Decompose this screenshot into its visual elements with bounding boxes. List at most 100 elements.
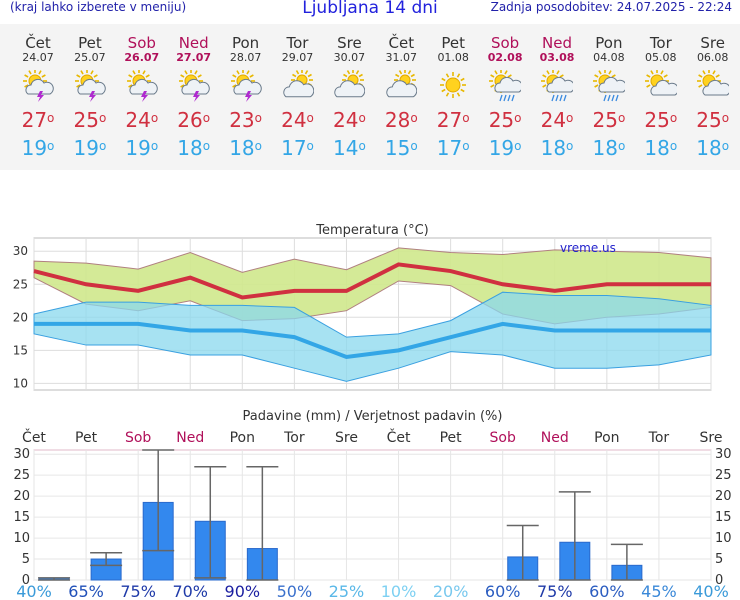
min-temperature: 19o (73, 136, 107, 160)
min-temperature: 18o (177, 136, 211, 160)
y-tick-label: 20 (13, 310, 28, 324)
day-name: Tor (649, 34, 672, 52)
last-updated: Zadnja posodobitev: 24.07.2025 - 22:24 (490, 0, 732, 14)
day-name: Ned (542, 34, 572, 52)
min-temperature: 18o (696, 136, 730, 160)
day-column: Sob 26.07 24o 19o (116, 24, 168, 160)
day-name: Pon (595, 34, 623, 52)
menu-hint: (kraj lahko izberete v meniju) (10, 0, 187, 14)
y-tick-label: 15 (13, 343, 28, 357)
precipitation-probability: 40% (693, 582, 729, 600)
temperature-chart: Temperatura (°C) 10 15 20 25 30 vreme.us (13, 223, 712, 391)
min-temperature-line (34, 321, 711, 360)
min-temperature: 18o (229, 136, 262, 160)
max-temperature: 28o (384, 108, 418, 132)
sun-cloud-rain-icon (489, 70, 522, 102)
x-tick-label: Tor (283, 430, 305, 446)
min-temperature: 14o (332, 136, 366, 160)
day-date: 28.07 (229, 51, 262, 64)
sun-cloud-icon (644, 70, 677, 96)
precipitation-chart-title: Padavine (mm) / Verjetnost padavin (%) (243, 409, 503, 424)
sun-icon (440, 72, 467, 98)
max-temperature-line (33, 262, 711, 300)
day-column: Čet 24.07 27o 19o (12, 24, 64, 160)
cloud-sun-icon (282, 70, 314, 98)
day-name: Tor (286, 34, 309, 52)
day-date: 04.08 (593, 51, 625, 64)
y-tick-label-left: 25 (13, 468, 30, 483)
max-temperature: 24o (125, 108, 159, 132)
x-tick-label: Pon (230, 430, 255, 446)
y-tick-label-left: 20 (13, 489, 30, 504)
y-tick-label-right: 20 (715, 489, 732, 504)
sun-cloud-thunder-icon (74, 70, 106, 102)
sun-cloud-thunder-icon (23, 70, 54, 102)
day-name: Pet (441, 34, 465, 52)
day-date: 05.08 (645, 51, 677, 64)
day-date: 02.08 (487, 51, 523, 64)
sun-cloud-thunder-icon (178, 70, 210, 102)
day-date: 29.07 (281, 51, 314, 64)
day-column: Pon 04.08 25o 18o (583, 24, 635, 160)
y-tick-label: 30 (13, 244, 28, 258)
cloud-sun-icon (386, 70, 418, 98)
x-tick-label: Sre (700, 430, 723, 446)
x-tick-label: Pet (440, 430, 463, 446)
x-tick-label: Sob (490, 430, 516, 446)
max-temperature: 24o (332, 108, 366, 132)
temperature-chart-title: Temperatura (°C) (315, 223, 428, 238)
forecast-strip: Čet 24.07 27o 19o Pet 25.07 25o 19o Sob 26.07 24o 1… (0, 24, 740, 170)
min-temperature: 18o (540, 136, 574, 160)
sun-cloud-icon (696, 70, 729, 96)
day-date: 25.07 (74, 51, 106, 64)
day-column: Ned 03.08 24o 18o (531, 24, 583, 160)
day-date: 26.07 (124, 51, 160, 64)
max-temperature: 27o (21, 108, 55, 132)
precipitation-probability: 65% (68, 582, 104, 600)
x-tick-label: Pet (75, 430, 98, 446)
day-date: 27.07 (176, 51, 212, 64)
day-date: 24.07 (22, 51, 54, 64)
day-column: Sre 30.07 24o 14o (323, 24, 375, 160)
min-temperature: 17o (436, 136, 470, 160)
day-name: Pon (231, 34, 260, 52)
y-tick-label-right: 25 (715, 468, 732, 483)
day-name: Sre (337, 34, 362, 52)
max-temperature: 25o (696, 108, 730, 132)
y-tick-label: 10 (13, 376, 28, 390)
day-column: Pet 25.07 25o 19o (64, 24, 116, 160)
watermark: vreme.us (560, 241, 616, 255)
x-tick-label: Ned (176, 430, 204, 446)
day-column: Pet 01.08 27o 17o (427, 24, 479, 160)
sun-cloud-thunder-icon (126, 70, 158, 102)
y-tick-label-left: 15 (13, 510, 30, 525)
x-tick-label: Čet (387, 428, 411, 446)
y-tick-label-right: 15 (715, 510, 732, 525)
min-temperature: 19o (21, 136, 55, 160)
max-temperature: 24o (540, 108, 574, 132)
y-tick-label-right: 0 (715, 573, 723, 588)
y-tick-label-right: 5 (715, 552, 723, 567)
precipitation-probability: 70% (172, 582, 208, 600)
y-tick-label-left: 10 (13, 531, 30, 546)
day-date: 06.08 (696, 51, 729, 64)
y-tick-label-right: 30 (715, 447, 732, 462)
precipitation-probability: 60% (589, 582, 625, 600)
day-name: Čet (25, 34, 51, 52)
precipitation-probability: 20% (433, 582, 469, 600)
x-tick-label: Čet (22, 428, 46, 446)
min-temperature: 15o (384, 136, 418, 160)
x-tick-label: Pon (594, 430, 619, 446)
min-temperature: 18o (644, 136, 678, 160)
max-temperature: 27o (436, 108, 470, 132)
precipitation-probability: 45% (641, 582, 677, 600)
max-temperature: 25o (488, 108, 522, 132)
min-temperature: 17o (281, 136, 314, 160)
day-column: Sre 06.08 25o 18o (687, 24, 739, 160)
precipitation-probability: 40% (16, 582, 52, 600)
y-tick-label: 25 (13, 277, 28, 291)
day-date: 01.08 (437, 51, 469, 64)
precipitation-probability: 90% (225, 582, 261, 600)
day-column: Tor 29.07 24o 17o (272, 24, 324, 160)
day-column: Čet 31.07 28o 15o (375, 24, 427, 160)
